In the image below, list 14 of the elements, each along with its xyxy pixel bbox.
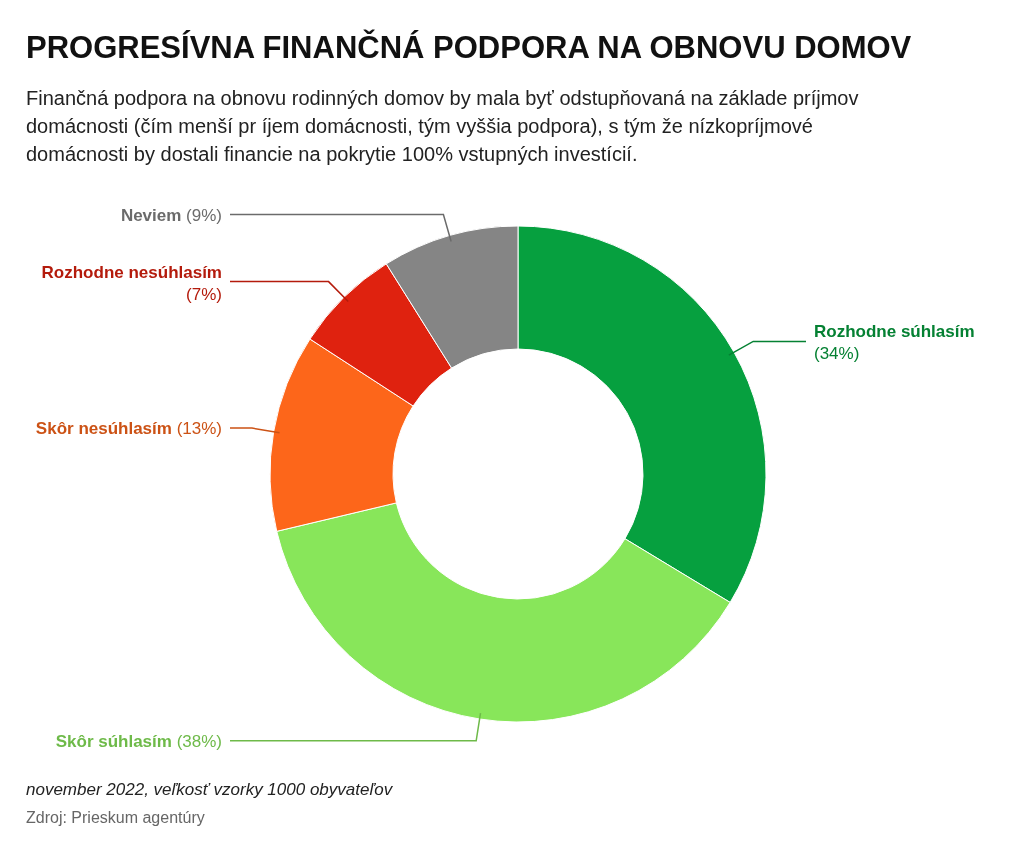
slice-label: Skôr nesúhlasím — [35, 419, 172, 439]
chart-subtitle: Finančná podpora na obnovu rodinných domov by mala byť odstupňovaná na základe príjmov domácnosti (čím menší pr íjem domácnosti, tým vyššia podpora), s tým že nízkopríjmové domácnosti by dostali financie na pokrytie 100% vstupných investícií. — [26, 87, 859, 165]
data-label: (13%) — [171, 419, 222, 439]
data-label: (34%) — [814, 344, 860, 364]
chart-title: PROGRESÍVNA FINANČNÁ PODPORA NA OBNOVU DOMOV — [26, 29, 912, 65]
slice-label: Rozhodne súhlasím — [814, 322, 975, 342]
text: november 2022, veľkosť vzorky 1000 obyvateľov — [26, 780, 394, 799]
data-label: (9%) — [181, 205, 222, 225]
slice-label: Neviem — [120, 205, 182, 225]
text: Zdroj: Prieskum agentúry — [26, 809, 205, 826]
data-label: (7%) — [186, 284, 222, 304]
data-label: (38%) — [171, 731, 222, 751]
slice-label: Rozhodne nesúhlasím — [41, 262, 222, 282]
slice-label: Skôr súhlasím — [55, 731, 172, 751]
